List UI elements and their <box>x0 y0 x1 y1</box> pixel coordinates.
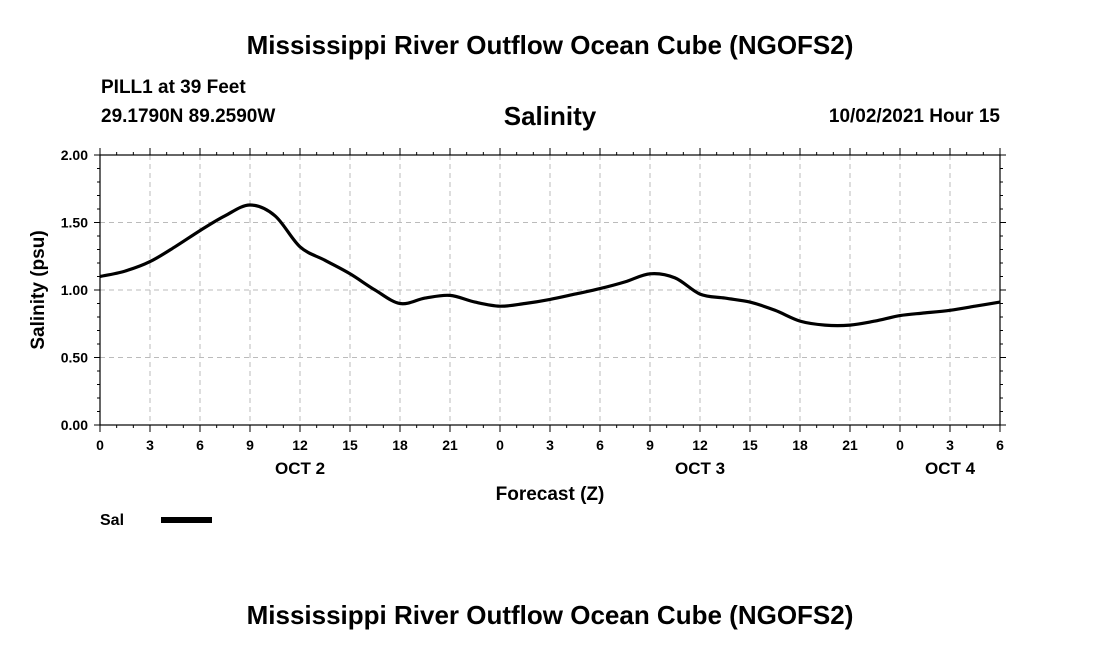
x-tick-label: 9 <box>246 437 254 453</box>
chart-title: Mississippi River Outflow Ocean Cube (NG… <box>246 30 854 60</box>
series-layer <box>99 203 1001 328</box>
x-tick-label: 21 <box>442 437 458 453</box>
y-axis: 0.00 0.50 1.00 1.50 2.00 <box>61 147 1006 433</box>
x-axis: 0 3 6 9 12 15 18 21 0 3 6 9 12 15 18 21 0 3 6 <box>96 148 1004 453</box>
date-label: OCT 4 <box>925 459 976 478</box>
date-label: OCT 3 <box>675 459 725 478</box>
station-label: PILL1 at 39 Feet <box>101 77 246 98</box>
x-tick-label: 3 <box>546 437 554 453</box>
x-tick-label: 6 <box>196 437 204 453</box>
x-tick-label: 0 <box>496 437 504 453</box>
date-label: OCT 2 <box>275 459 325 478</box>
variable-title: Salinity <box>503 101 597 131</box>
grid-lines <box>100 155 1000 425</box>
x-tick-label: 0 <box>896 437 904 453</box>
station-coordinates: 29.1790N 89.2590W <box>101 106 276 127</box>
series-line-salinity <box>99 203 1001 328</box>
x-tick-label: 12 <box>692 437 708 453</box>
x-tick-label: 3 <box>946 437 954 453</box>
x-tick-label: 0 <box>96 437 104 453</box>
x-tick-label: 15 <box>742 437 758 453</box>
footer-title: Mississippi River Outflow Ocean Cube (NG… <box>246 600 854 630</box>
x-tick-label: 12 <box>292 437 308 453</box>
forecast-timestamp: 10/02/2021 Hour 15 <box>828 106 1000 127</box>
x-tick-label: 18 <box>392 437 408 453</box>
x-axis-label: Forecast (Z) <box>496 484 605 505</box>
y-axis-label: Salinity (psu) <box>28 230 49 349</box>
x-tick-label: 18 <box>792 437 808 453</box>
legend: Sal <box>100 512 212 529</box>
y-tick-label: 1.50 <box>61 215 88 231</box>
y-tick-label: 2.00 <box>61 147 88 163</box>
x-tick-label: 6 <box>996 437 1004 453</box>
x-tick-label: 9 <box>646 437 654 453</box>
legend-label: Sal <box>100 512 124 529</box>
y-tick-label: 1.00 <box>61 282 88 298</box>
x-tick-label: 3 <box>146 437 154 453</box>
x-tick-label: 6 <box>596 437 604 453</box>
x-tick-label: 21 <box>842 437 858 453</box>
date-labels: OCT 2 OCT 3 OCT 4 <box>275 459 976 478</box>
y-tick-label: 0.00 <box>61 417 88 433</box>
y-tick-label: 0.50 <box>61 350 88 366</box>
x-tick-label: 15 <box>342 437 358 453</box>
